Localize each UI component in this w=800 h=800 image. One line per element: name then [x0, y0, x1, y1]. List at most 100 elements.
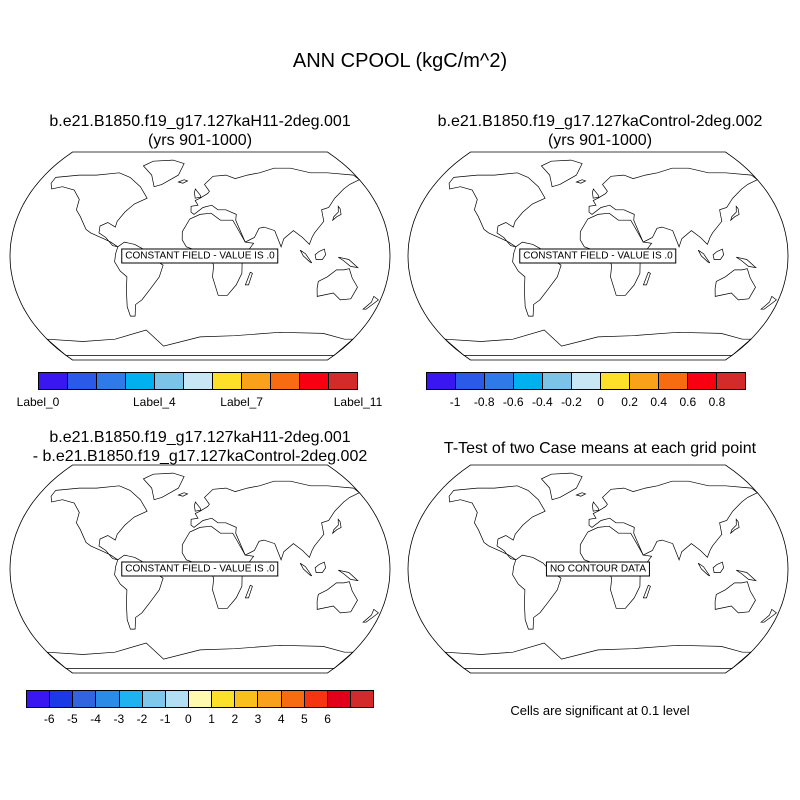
colorbar-2-cell	[456, 373, 485, 389]
panel-4-map: NO CONTOUR DATA	[407, 464, 789, 674]
colorbar-1-labels: Label_0 Label_4 Label_7 Label_11	[17, 395, 383, 411]
coastline	[194, 501, 202, 512]
panel-3-message: CONSTANT FIELD - VALUE IS .0	[121, 561, 279, 577]
colorbar-2-cell	[717, 373, 745, 389]
colorbar-2-cell	[543, 373, 572, 389]
colorbar-3-label: -5	[67, 712, 78, 726]
significance-note: Cells are significant at 0.1 level	[510, 703, 690, 718]
coastline	[338, 256, 359, 269]
coastline	[736, 569, 757, 582]
coastline	[540, 159, 583, 188]
coastline	[362, 608, 379, 623]
coastline	[314, 248, 326, 260]
panel-3-map: CONSTANT FIELD - VALUE IS .0	[9, 464, 391, 674]
colorbar-2-cell	[688, 373, 717, 389]
panel-4-title: T-Test of two Case means at each grid po…	[400, 439, 800, 458]
coastline	[642, 271, 651, 286]
colorbar-3-cell	[281, 691, 305, 707]
coastline	[299, 562, 313, 577]
coastline	[244, 271, 253, 286]
colorbar-3-label: 6	[324, 712, 331, 726]
coastline	[512, 554, 562, 630]
panel-2-title-line2: (yrs 901-1000)	[547, 132, 653, 149]
coastline	[588, 480, 759, 561]
colorbar-2-label: 0.8	[708, 395, 726, 409]
coastline	[362, 295, 379, 310]
colorbar-2	[426, 372, 746, 390]
coastline	[316, 268, 358, 301]
colorbar-2-cell	[630, 373, 659, 389]
colorbar-3-label: 4	[277, 712, 285, 726]
colorbar-1-cell	[68, 373, 97, 389]
colorbar-2-cell	[601, 373, 630, 389]
colorbar-3-cell	[73, 691, 97, 707]
colorbar-3-cell	[119, 691, 143, 707]
colorbar-2-label: -0.2	[561, 395, 582, 409]
coastline	[177, 179, 189, 184]
panel-1-title: b.e21.B1850.f19_g17.127kaH11-2deg.001 (y…	[0, 112, 400, 150]
panel-3-title-line1: b.e21.B1850.f19_g17.127kaH11-2deg.001	[49, 429, 351, 446]
coastline	[697, 562, 711, 577]
colorbar-2-label: -0.6	[502, 395, 524, 409]
panel-4-title-line1: T-Test of two Case means at each grid po…	[443, 440, 757, 457]
colorbar-3-cell	[142, 691, 166, 707]
coastline	[332, 205, 342, 222]
coastline	[444, 642, 752, 669]
colorbar-3-cell	[258, 691, 282, 707]
colorbar-1-label: Label_0	[16, 395, 60, 409]
coastline	[760, 608, 777, 623]
coastline	[575, 179, 587, 184]
colorbar-3-label: -1	[159, 712, 171, 726]
colorbar-3-label: -2	[136, 712, 148, 726]
coastline	[190, 167, 361, 248]
colorbar-2-label: -1	[449, 395, 461, 409]
coastline	[448, 485, 546, 561]
coastline	[444, 329, 752, 356]
colorbar-2-label: 0.4	[650, 395, 668, 409]
coastline	[316, 581, 358, 614]
colorbar-3-labels: -6 -5 -4 -3 -2 -1 0 1 2 3 4 5 6	[26, 712, 374, 728]
panel-2-title-line1: b.e21.B1850.f19_g17.127kaControl-2deg.00…	[437, 113, 763, 130]
colorbar-3-cell	[165, 691, 189, 707]
colorbar-2-cell	[485, 373, 514, 389]
coastline	[50, 172, 148, 248]
coastline	[194, 188, 202, 199]
coastline	[592, 501, 600, 512]
coastline	[338, 569, 359, 582]
colorbar-3-cell	[188, 691, 213, 707]
coastline	[540, 472, 583, 501]
colorbar-3-label: 2	[231, 712, 239, 726]
coastline	[714, 268, 756, 301]
coastline	[712, 561, 724, 573]
colorbar-3-label: -4	[90, 712, 101, 726]
coastline	[50, 485, 148, 561]
panel-3-title-line2: - b.e21.B1850.f19_g17.127kaControl-2deg.…	[32, 448, 368, 465]
panel-2-title: b.e21.B1850.f19_g17.127kaControl-2deg.00…	[400, 112, 800, 150]
coastline	[730, 205, 740, 222]
colorbar-2-cell	[572, 373, 601, 389]
colorbar-3-label: -6	[43, 712, 55, 726]
colorbar-1-label: Label_4	[133, 395, 176, 409]
colorbar-1-cell	[300, 373, 329, 389]
coastline	[714, 581, 756, 614]
colorbar-2-cell	[514, 373, 543, 389]
colorbar-3-label: 5	[301, 712, 308, 726]
panel-2-message: CONSTANT FIELD - VALUE IS .0	[519, 248, 677, 264]
colorbar-1-cell	[213, 373, 242, 389]
colorbar-3-label: 3	[254, 712, 262, 726]
coastline	[592, 188, 600, 199]
coastline	[575, 492, 587, 497]
colorbar-2-label: -0.4	[532, 395, 553, 409]
colorbar-3-cell	[27, 691, 51, 707]
panel-3-title: b.e21.B1850.f19_g17.127kaH11-2deg.001 - …	[0, 428, 400, 466]
colorbar-1-cell	[155, 373, 184, 389]
coastline	[142, 159, 185, 188]
panel-2-map: CONSTANT FIELD - VALUE IS .0	[407, 151, 789, 361]
colorbar-3-cell	[96, 691, 120, 707]
colorbar-2-label: -0.8	[473, 395, 495, 409]
panel-4-message: NO CONTOUR DATA	[545, 561, 651, 577]
colorbar-2-label: 0.6	[679, 395, 697, 409]
colorbar-1-cell	[97, 373, 126, 389]
panel-1-title-line2: (yrs 901-1000)	[147, 132, 253, 149]
coastline	[46, 642, 354, 669]
